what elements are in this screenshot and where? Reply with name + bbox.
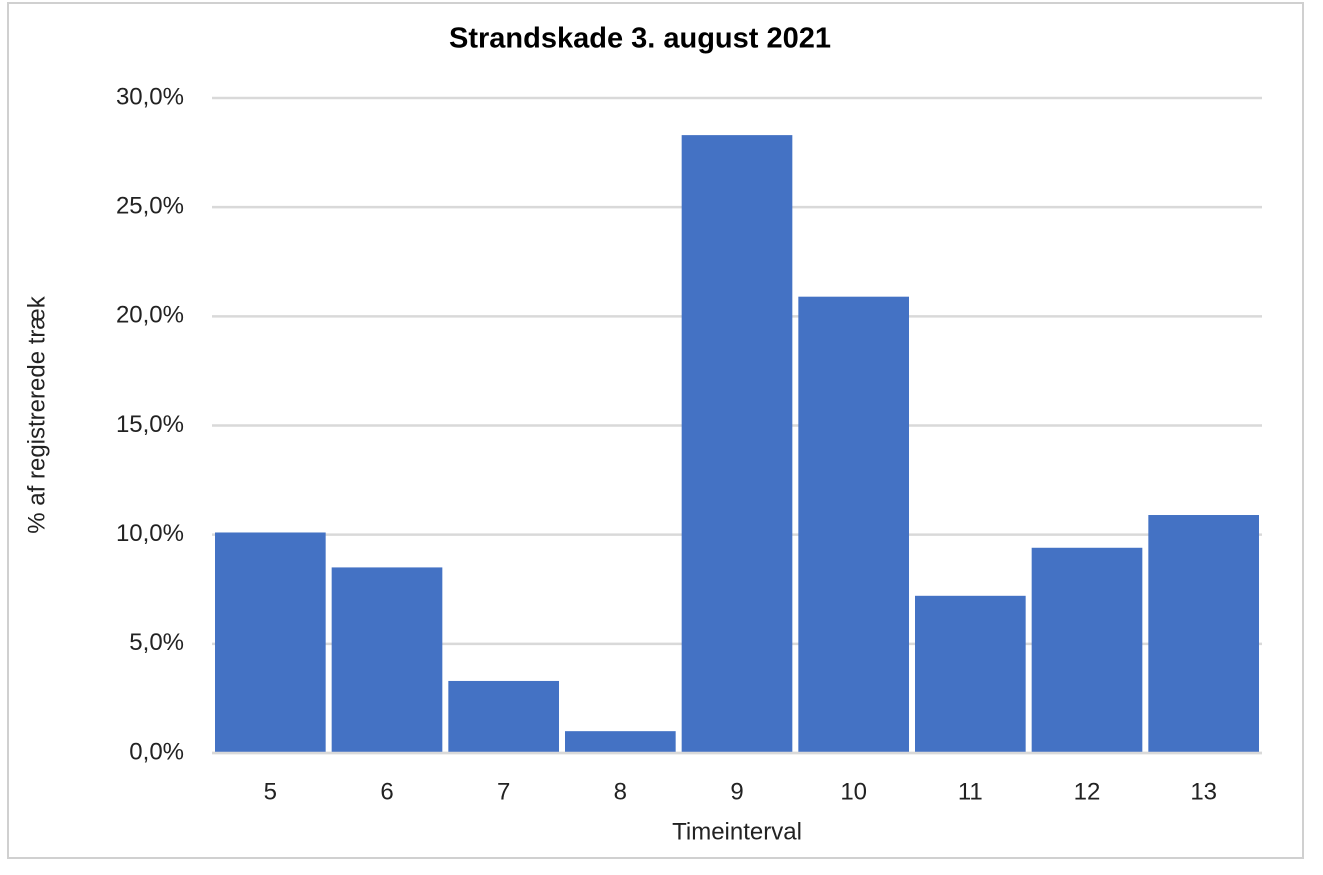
bar [1031, 547, 1143, 753]
x-tick-label: 7 [497, 778, 510, 805]
x-tick-label: 11 [958, 778, 983, 805]
x-tick-label: 8 [614, 778, 627, 805]
bar [915, 595, 1026, 753]
bar [448, 680, 559, 753]
bar [565, 731, 676, 753]
y-tick-label: 0,0% [129, 738, 184, 765]
bar [1148, 515, 1259, 753]
bar [331, 567, 443, 753]
y-tick-label: 25,0% [116, 193, 184, 220]
y-axis-title: % af registrerede træk [23, 295, 50, 533]
y-tick-label: 15,0% [116, 411, 184, 438]
x-tick-label: 5 [264, 778, 277, 805]
x-tick-label: 13 [1190, 778, 1217, 805]
x-axis-title: Timeinterval [672, 818, 802, 845]
y-tick-label: 20,0% [116, 302, 184, 329]
bar [681, 135, 793, 753]
bar [798, 296, 909, 753]
y-tick-label: 30,0% [116, 83, 184, 110]
chart-title: Strandskade 3. august 2021 [449, 23, 831, 55]
x-tick-label: 10 [840, 778, 867, 805]
x-tick-label: 6 [380, 778, 393, 805]
y-tick-label: 5,0% [129, 629, 184, 656]
x-tick-label: 9 [730, 778, 743, 805]
y-tick-label: 10,0% [116, 520, 184, 547]
bar [215, 532, 326, 753]
x-tick-label: 12 [1074, 778, 1101, 805]
